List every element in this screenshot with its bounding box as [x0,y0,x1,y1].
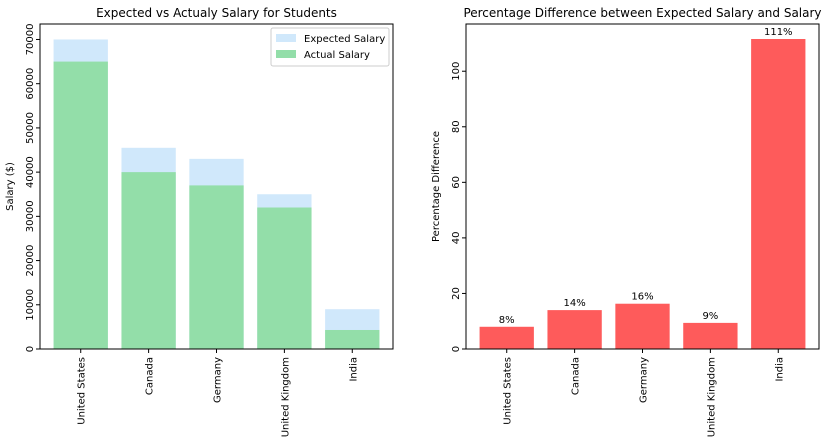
legend-label-actual: Actual Salary [304,50,370,61]
y-tick-label: 10000 [25,289,36,321]
y-axis-label: Percentage Difference [431,131,442,242]
bar-value-2 [615,303,670,349]
y-tick-label: 60 [451,176,462,189]
x-axis: United States Canada Germany United Kingdom… [503,349,785,437]
bar-actual-salary-3 [257,207,312,349]
data-label: 8% [499,315,515,326]
bars [53,39,380,350]
bar-value-4 [751,39,806,349]
y-tick-label: 80 [451,120,462,133]
bar-actual-salary-2 [189,185,244,349]
y-tick-label: 60000 [25,68,36,100]
legend-swatch-expected [276,34,296,42]
y-tick-label: 20 [451,287,462,300]
bars [479,39,806,349]
data-label: 16% [631,292,653,303]
bar-actual-salary-4 [325,329,380,349]
legend-swatch-actual [276,50,296,58]
x-tick-label: Canada [145,357,156,395]
x-axis: United States Canada Germany United Kingdom… [77,349,359,437]
data-labels: 8% 14% 16% 9% 111% [499,27,793,326]
bar-actual-salary-0 [53,61,108,350]
y-tick-label: 50000 [25,112,36,144]
legend-box [270,27,390,67]
y-axis: 0 20 40 60 80 100 [451,62,466,352]
y-tick-label: 100 [451,62,462,81]
x-tick-label: United States [77,357,88,425]
bar-actual-salary-1 [121,172,176,349]
x-tick-label: Canada [571,357,582,395]
data-label: 9% [702,311,718,322]
x-tick-label: United States [503,357,514,425]
data-label: 111% [764,27,793,38]
y-tick-label: 40000 [25,156,36,188]
y-tick-label: 40 [451,232,462,245]
x-tick-label: India [774,357,785,382]
legend: Expected Salary Actual Salary [270,27,390,67]
legend-label-expected: Expected Salary [304,34,385,45]
x-tick-label: Germany [639,357,650,403]
chart-title: Expected vs Actualy Salary for Students [96,6,337,20]
data-label: 14% [563,298,585,309]
y-tick-label: 0 [451,346,462,352]
bar-value-0 [479,326,534,349]
salary-chart: Expected vs Actualy Salary for Students … [5,6,394,437]
y-axis-label: Salary ($) [5,162,16,211]
x-tick-label: Germany [213,357,224,403]
y-tick-label: 30000 [25,200,36,232]
percentage-chart: Percentage Difference between Expected S… [431,6,822,437]
bar-value-3 [683,322,738,349]
chart-title: Percentage Difference between Expected S… [463,6,821,20]
y-axis: 0 10000 20000 30000 40000 50000 60000 70000 [25,24,40,352]
y-tick-label: 0 [25,346,36,352]
bar-value-1 [547,310,602,349]
x-tick-label: United Kingdom [706,357,717,437]
y-tick-label: 20000 [25,245,36,277]
x-tick-label: United Kingdom [280,357,291,437]
x-tick-label: India [348,357,359,382]
y-tick-label: 70000 [25,24,36,56]
